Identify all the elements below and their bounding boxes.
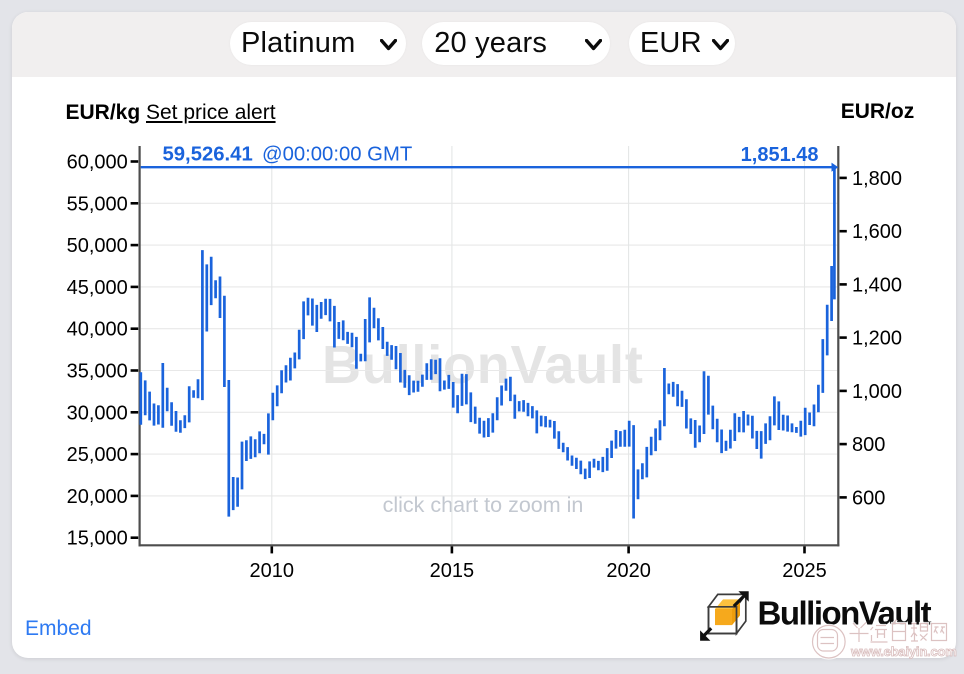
svg-text:50,000: 50,000 — [67, 235, 128, 257]
svg-text:BullionVault: BullionVault — [322, 335, 644, 395]
svg-text:1,851.48: 1,851.48 — [741, 144, 819, 166]
svg-text:35,000: 35,000 — [67, 361, 128, 383]
svg-text:25,000: 25,000 — [67, 444, 128, 466]
svg-text:@00:00:00 GMT: @00:00:00 GMT — [262, 144, 412, 166]
svg-text:60,000: 60,000 — [67, 152, 128, 174]
svg-text:2025: 2025 — [782, 560, 827, 582]
svg-text:40,000: 40,000 — [67, 319, 128, 341]
svg-text:59,526.41: 59,526.41 — [163, 144, 253, 166]
svg-text:1,200: 1,200 — [852, 328, 902, 350]
svg-text:2010: 2010 — [250, 560, 295, 582]
svg-text:2015: 2015 — [430, 560, 475, 582]
svg-text:30,000: 30,000 — [67, 402, 128, 424]
svg-text:600: 600 — [852, 487, 885, 509]
svg-text:2020: 2020 — [606, 560, 651, 582]
svg-text:www.ebaiyin.com: www.ebaiyin.com — [850, 644, 957, 659]
svg-text:20,000: 20,000 — [67, 486, 128, 508]
svg-text:BullionVault: BullionVault — [758, 595, 932, 632]
svg-text:800: 800 — [852, 434, 885, 456]
svg-text:1,800: 1,800 — [852, 168, 902, 190]
svg-text:1,000: 1,000 — [852, 381, 902, 403]
svg-text:15,000: 15,000 — [67, 528, 128, 550]
svg-text:1,400: 1,400 — [852, 274, 902, 296]
svg-text:click chart to zoom in: click chart to zoom in — [383, 493, 584, 517]
svg-text:45,000: 45,000 — [67, 277, 128, 299]
svg-text:1,600: 1,600 — [852, 221, 902, 243]
svg-text:55,000: 55,000 — [67, 193, 128, 215]
